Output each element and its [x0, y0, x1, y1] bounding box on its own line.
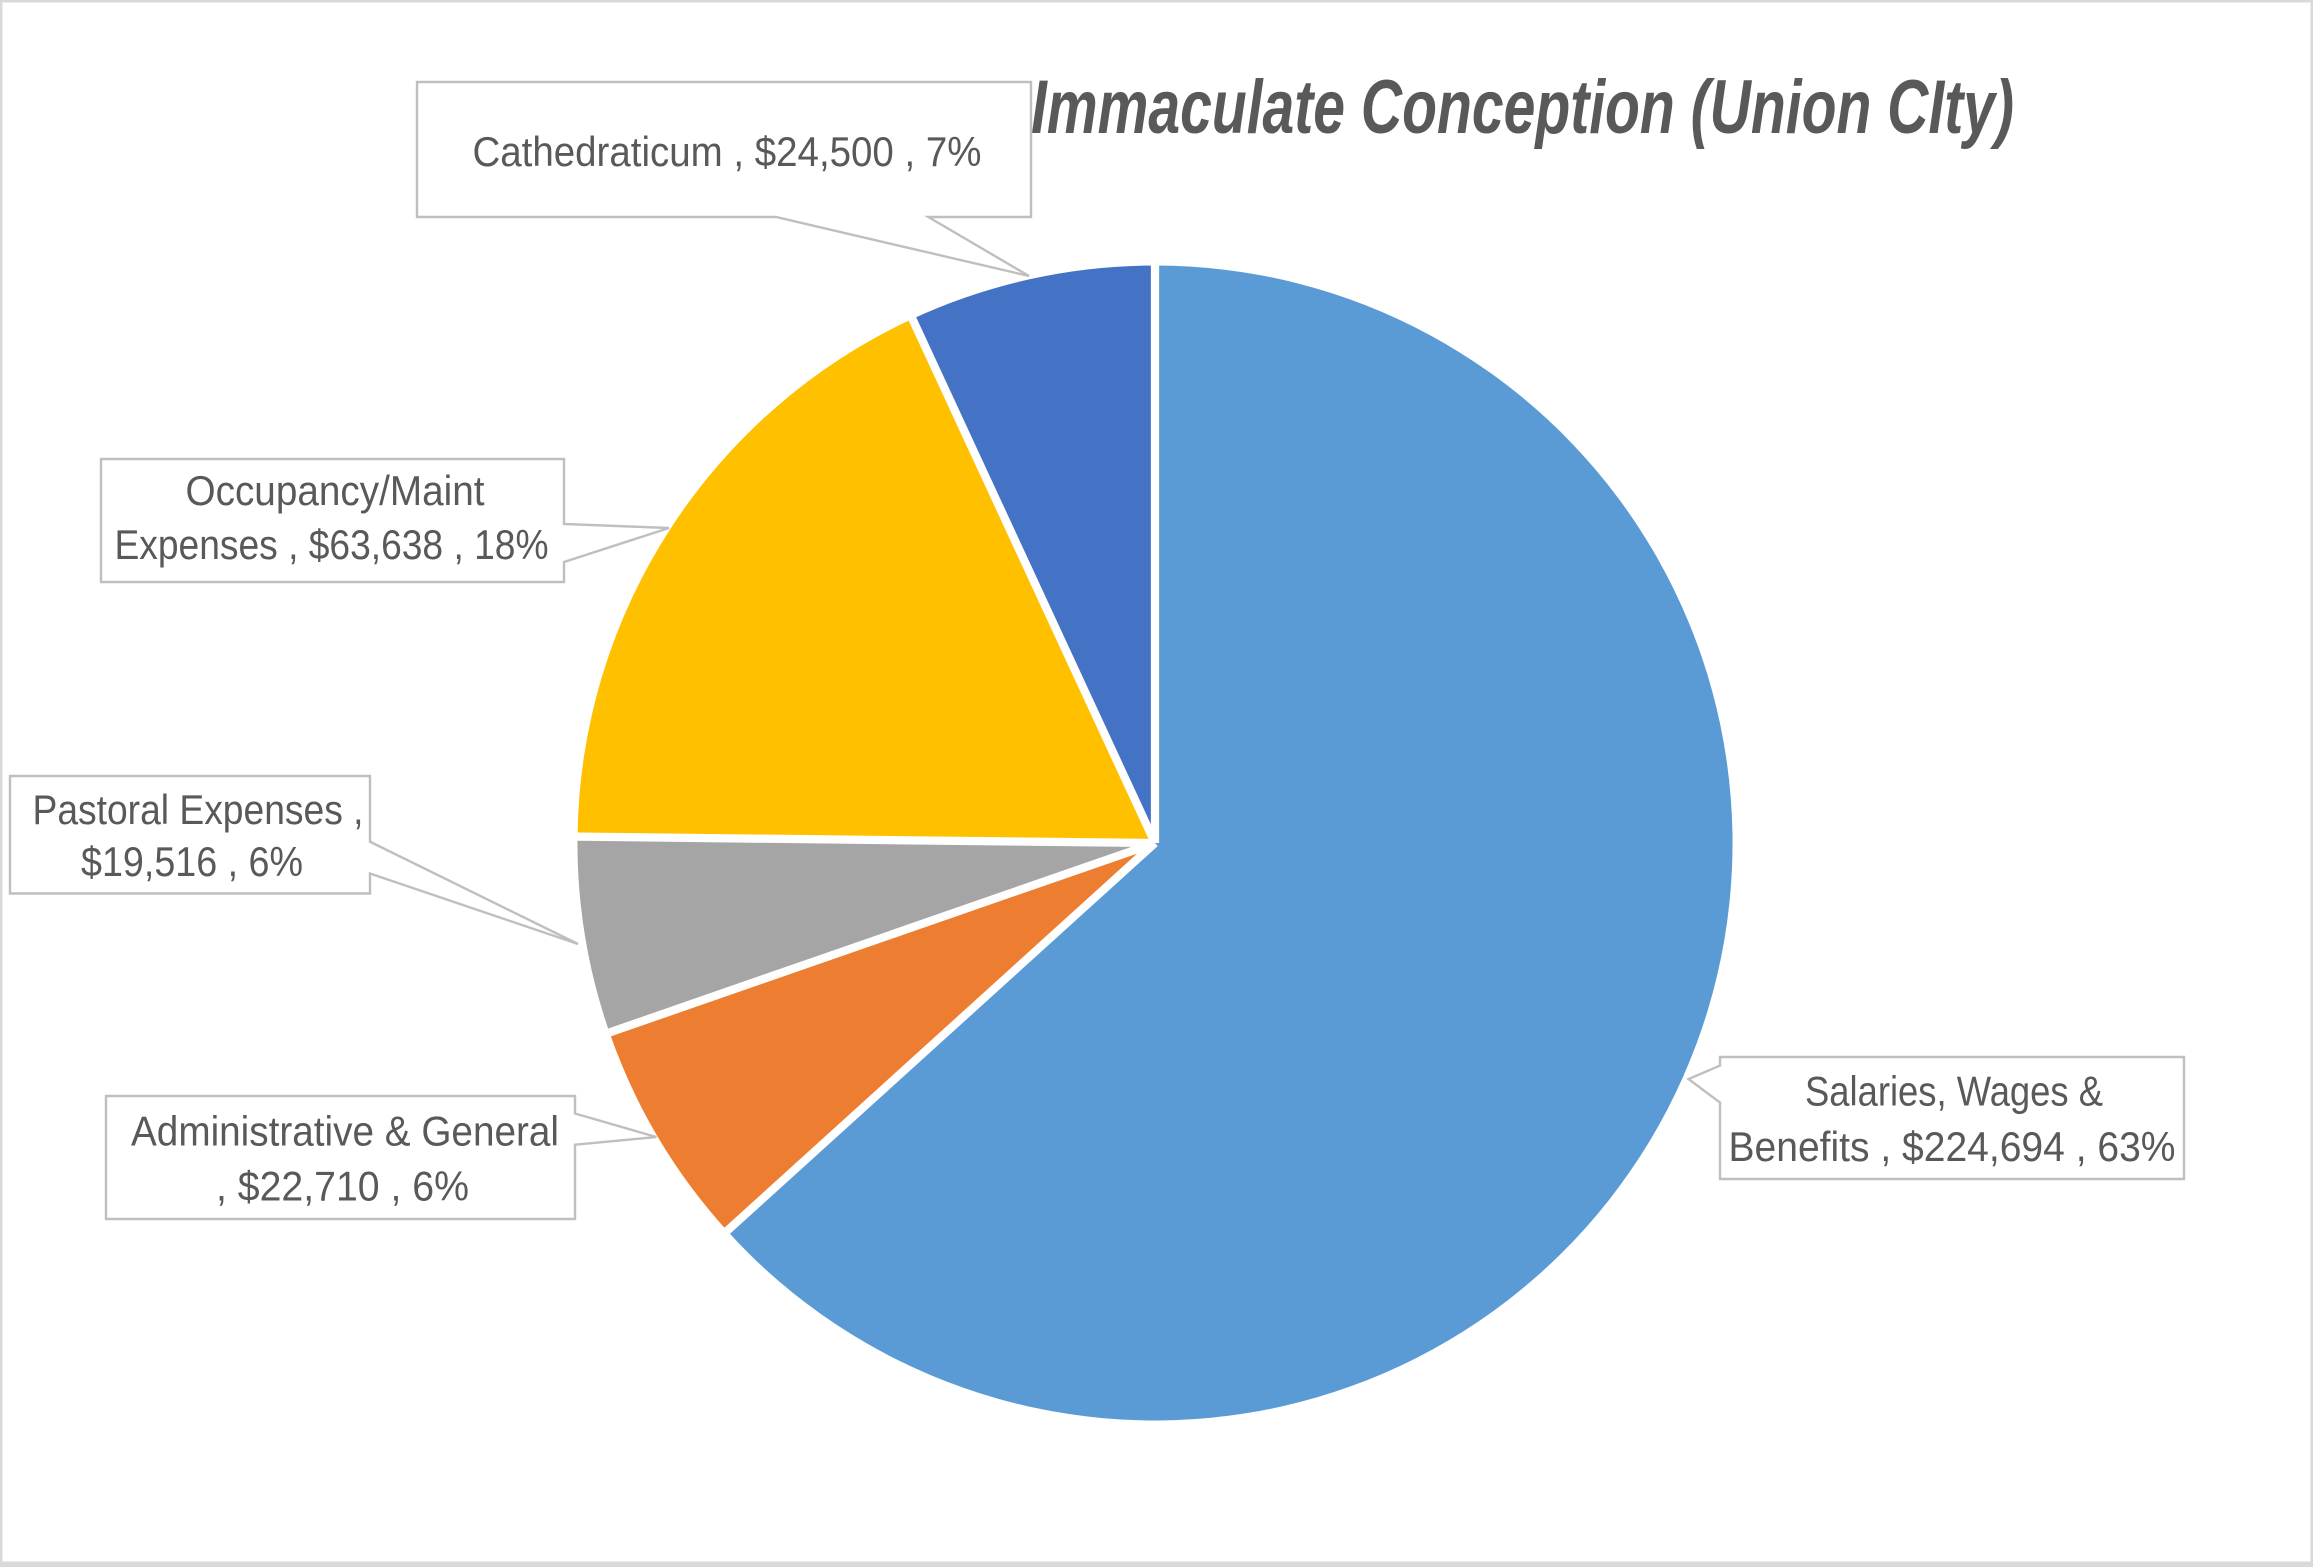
svg-text:Pastoral Expenses ,: Pastoral Expenses , — [33, 786, 364, 833]
svg-text:, $22,710 , 6%: , $22,710 , 6% — [216, 1163, 469, 1210]
svg-text:Cathedraticum , $24,500 , 7%: Cathedraticum , $24,500 , 7% — [473, 128, 982, 175]
svg-text:Salaries, Wages &: Salaries, Wages & — [1805, 1067, 2103, 1114]
svg-text:Administrative & General: Administrative & General — [131, 1108, 559, 1155]
svg-text:$19,516 , 6%: $19,516 , 6% — [81, 838, 303, 885]
svg-text:Occupancy/Maint: Occupancy/Maint — [186, 467, 485, 514]
svg-text:Benefits , $224,694 , 63%: Benefits , $224,694 , 63% — [1729, 1123, 2176, 1170]
svg-text:Immaculate Conception (Union C: Immaculate Conception (Union CIty) — [1031, 65, 2014, 150]
svg-text:Expenses , $63,638 , 18%: Expenses , $63,638 , 18% — [115, 521, 549, 568]
